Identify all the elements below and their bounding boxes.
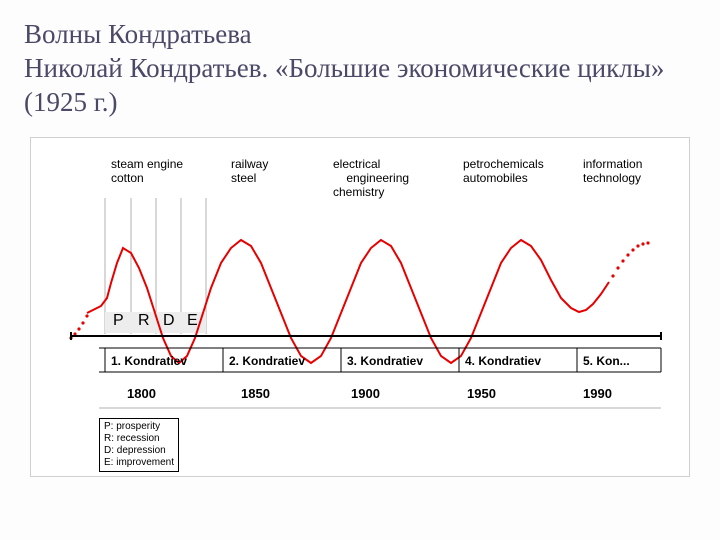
era-label-0: steam engine cotton xyxy=(111,158,183,186)
title-line-2: Николай Кондратьев. «Большие экономическ… xyxy=(24,52,696,120)
cycle-1: 1. Kondratiev xyxy=(111,354,187,368)
legend-item-E: E: improvement xyxy=(104,457,174,469)
slide: Волны Кондратьева Николай Кондратьев. «Б… xyxy=(0,0,720,540)
legend-item-R: R: recession xyxy=(104,433,174,445)
cycle-2: 2. Kondratiev xyxy=(229,354,305,368)
era-label-1: railway steel xyxy=(231,158,268,186)
year-1990: 1990 xyxy=(583,386,612,401)
cycle-5: 5. Kon... xyxy=(583,354,630,368)
era-label-3: petrochemicals automobiles xyxy=(463,158,544,186)
phase-D: D xyxy=(163,312,175,330)
legend-item-P: P: prosperity xyxy=(104,421,174,433)
title-line-1: Волны Кондратьева xyxy=(24,18,696,52)
cycle-4: 4. Kondratiev xyxy=(465,354,541,368)
cycle-3: 3. Kondratiev xyxy=(347,354,423,368)
slide-title: Волны Кондратьева Николай Кондратьев. «Б… xyxy=(24,18,696,119)
year-1900: 1900 xyxy=(351,386,380,401)
kondratiev-chart: steam engine cotton railway steel electr… xyxy=(30,137,690,477)
legend-box: P: prosperity R: recession D: depression… xyxy=(99,418,179,472)
phase-E: E xyxy=(187,312,198,330)
era-label-2: electrical engineering chemistry xyxy=(333,158,409,199)
legend-item-D: D: depression xyxy=(104,445,174,457)
year-1800: 1800 xyxy=(127,386,156,401)
era-label-4: information technology xyxy=(583,158,642,186)
phase-P: P xyxy=(113,312,124,330)
year-1850: 1850 xyxy=(241,386,270,401)
year-1950: 1950 xyxy=(467,386,496,401)
phase-R: R xyxy=(138,312,150,330)
